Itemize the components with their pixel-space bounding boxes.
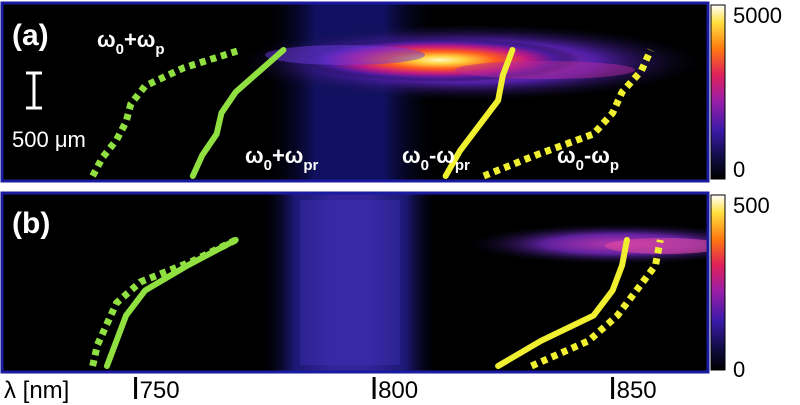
scalebar: 500 μm	[12, 71, 86, 152]
scalebar-label: 500 μm	[12, 127, 86, 152]
curve-dotted-b-3	[530, 239, 664, 370]
x-tick-label-800: 800	[378, 377, 418, 404]
panel-a-frame	[0, 1, 710, 183]
x-axis: λ [nm] 750 800 850	[4, 377, 657, 404]
panel-a-heatmap	[240, 3, 700, 181]
curve-dotted-a-3	[482, 48, 654, 180]
colorbar-a: 5000 0	[710, 3, 782, 182]
label-pump-sum: ω0+ωp	[97, 27, 165, 58]
colorbar-b-min-label: 0	[733, 357, 745, 382]
panel-a: (a) 500 μm ω0+ωp ω0+ωpr ω0-ωpr ω0-ωp	[0, 1, 710, 183]
label-probe-sum: ω0+ωpr	[245, 143, 319, 174]
panel-a-curves	[89, 46, 654, 180]
x-tick-label-850: 850	[617, 377, 657, 404]
colorbar-b-max-label: 500	[733, 193, 770, 218]
panel-b: (b)	[0, 191, 710, 374]
panel-a-label: (a)	[12, 19, 49, 52]
label-pump-diff: ω0-ωp	[557, 143, 619, 174]
label-probe-diff: ω0-ωpr	[402, 143, 470, 174]
colorbar-b: 500 0	[710, 193, 770, 382]
colorbar-a-min-label: 0	[733, 157, 745, 182]
colorbar-a-gradient	[710, 4, 726, 180]
curve-dotted-a-0	[89, 46, 242, 178]
x-axis-label: λ [nm]	[4, 377, 69, 404]
curve-solid-b-2	[495, 237, 630, 369]
panel-b-frame	[0, 191, 710, 374]
curve-solid-a-1	[189, 47, 287, 179]
panel-b-heatmap	[262, 193, 708, 372]
colorbar-a-max-label: 5000	[733, 3, 782, 28]
curve-solid-a-2	[442, 47, 516, 179]
panel-b-label: (b)	[12, 207, 50, 240]
panel-b-curves	[89, 236, 664, 370]
x-tick-label-750: 750	[140, 377, 180, 404]
colorbar-b-gradient	[710, 194, 726, 371]
curve-solid-b-1	[103, 237, 239, 369]
